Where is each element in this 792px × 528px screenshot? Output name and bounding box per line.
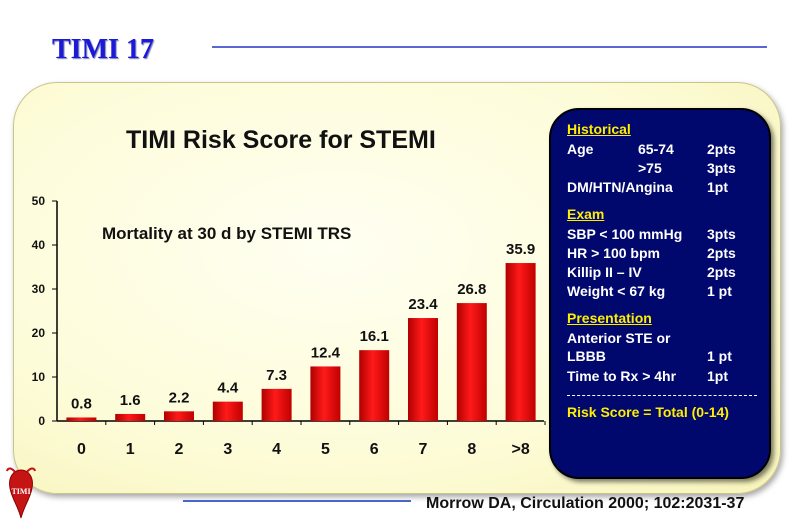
exam-heading: Exam <box>567 206 605 222</box>
dm-htn-angina-points: 1pt <box>707 179 728 195</box>
hr-label: HR > 100 bpm <box>567 245 660 261</box>
bar-value-label: 7.3 <box>266 367 287 384</box>
time-to-rx-points: 1pt <box>707 368 728 384</box>
chart-title: TIMI Risk Score for STEMI <box>126 126 436 154</box>
logo-text: TIMI <box>11 487 30 496</box>
dm-htn-angina-label: DM/HTN/Angina <box>567 179 673 195</box>
y-tick-label: 10 <box>32 370 46 384</box>
x-category-label: 3 <box>223 441 232 458</box>
sbp-label: SBP < 100 mmHg <box>567 226 683 242</box>
title-divider <box>212 46 767 48</box>
y-tick-label: 40 <box>32 238 46 252</box>
timi-logo: TIMI <box>6 467 36 519</box>
historical-heading: Historical <box>567 121 631 137</box>
x-category-label: 8 <box>467 441 476 458</box>
bar <box>115 413 146 421</box>
bar-value-label: 12.4 <box>311 344 341 361</box>
x-category-label: 5 <box>321 441 330 458</box>
dashed-divider <box>567 395 757 396</box>
killip-label: Killip II – IV <box>567 264 642 280</box>
x-category-label: 0 <box>77 441 86 458</box>
bar <box>505 263 536 421</box>
y-tick-label: 50 <box>32 194 46 208</box>
x-category-label: 6 <box>370 441 379 458</box>
bar-value-label: 4.4 <box>217 380 239 397</box>
y-tick-label: 0 <box>38 414 45 428</box>
weight-label: Weight < 67 kg <box>567 283 666 299</box>
x-category-label: 4 <box>272 441 281 458</box>
footer-divider <box>183 500 411 502</box>
x-category-label: >8 <box>511 441 529 458</box>
lbbb-label: LBBB <box>567 348 606 364</box>
killip-points: 2pts <box>707 264 736 280</box>
bar-value-label: 26.8 <box>457 281 486 298</box>
y-tick-label: 30 <box>32 282 46 296</box>
age-points-2: 3pts <box>707 160 736 176</box>
page-title: TIMI 17 <box>52 34 154 65</box>
age-label: Age <box>567 141 594 157</box>
bar-value-label: 0.8 <box>71 395 92 412</box>
bar <box>66 417 97 421</box>
sbp-points: 3pts <box>707 226 736 242</box>
time-to-rx-label: Time to Rx > 4hr <box>567 368 677 384</box>
bar <box>310 366 341 421</box>
age-range-1: 65-74 <box>638 141 674 157</box>
bar <box>164 411 194 421</box>
risk-score-box <box>549 108 771 479</box>
anterior-ste-label: Anterior STE or <box>567 330 671 346</box>
presentation-heading: Presentation <box>567 310 652 326</box>
age-points-1: 2pts <box>707 141 736 157</box>
x-category-label: 1 <box>126 441 135 458</box>
bar-value-label: 2.2 <box>169 389 190 406</box>
bar <box>456 303 487 421</box>
bar-value-label: 16.1 <box>360 328 389 345</box>
bar <box>359 350 390 421</box>
x-category-label: 2 <box>175 441 184 458</box>
risk-score-total: Risk Score = Total (0-14) <box>567 404 729 420</box>
bar-value-label: 35.9 <box>506 241 535 258</box>
bar <box>408 318 438 421</box>
bar-value-label: 1.6 <box>120 392 141 409</box>
y-tick-label: 20 <box>32 326 46 340</box>
bar-value-label: 23.4 <box>408 296 438 313</box>
weight-points: 1 pt <box>707 283 732 299</box>
x-category-label: 7 <box>419 441 428 458</box>
hr-points: 2pts <box>707 245 736 261</box>
bar <box>261 388 292 421</box>
bar <box>212 401 243 421</box>
citation: Morrow DA, Circulation 2000; 102:2031-37 <box>426 495 745 512</box>
anterior-ste-points: 1 pt <box>707 348 732 364</box>
chart-subtitle: Mortality at 30 d by STEMI TRS <box>102 224 352 243</box>
age-range-2: >75 <box>638 160 662 176</box>
